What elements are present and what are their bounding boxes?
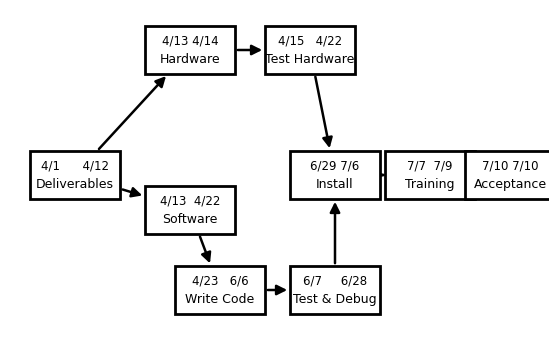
Text: Acceptance: Acceptance — [473, 178, 547, 191]
Text: 4/15   4/22: 4/15 4/22 — [278, 35, 342, 48]
Bar — [290, 266, 380, 314]
Text: 4/23   6/6: 4/23 6/6 — [192, 275, 248, 288]
Text: Deliverables: Deliverables — [36, 178, 114, 191]
Bar — [465, 151, 549, 199]
Text: 4/13 4/14: 4/13 4/14 — [162, 35, 219, 48]
Text: Install: Install — [316, 178, 354, 191]
Text: Write Code: Write Code — [186, 293, 255, 306]
Text: Test & Debug: Test & Debug — [293, 293, 377, 306]
Bar — [175, 266, 265, 314]
Text: 6/29 7/6: 6/29 7/6 — [310, 160, 360, 173]
Bar — [290, 151, 380, 199]
Bar — [265, 26, 355, 74]
Text: 4/1      4/12: 4/1 4/12 — [41, 160, 109, 173]
Bar — [385, 151, 475, 199]
Text: Software: Software — [163, 213, 218, 226]
Text: Hardware: Hardware — [160, 53, 220, 66]
Text: 7/10 7/10: 7/10 7/10 — [482, 160, 538, 173]
Text: 6/7     6/28: 6/7 6/28 — [303, 275, 367, 288]
Text: Training: Training — [405, 178, 455, 191]
Bar — [145, 186, 235, 234]
Bar — [145, 26, 235, 74]
Bar — [30, 151, 120, 199]
Text: 7/7  7/9: 7/7 7/9 — [407, 160, 453, 173]
Text: Test Hardware: Test Hardware — [265, 53, 355, 66]
Text: 4/13  4/22: 4/13 4/22 — [160, 195, 220, 208]
